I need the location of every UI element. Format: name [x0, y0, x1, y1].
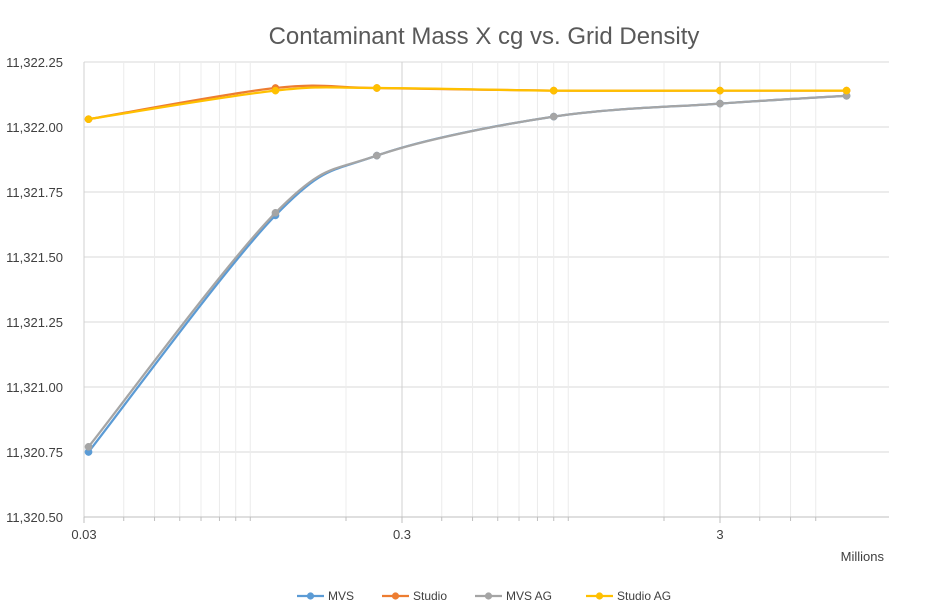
y-tick-label: 11,321.75 — [6, 185, 63, 200]
legend-entry: Studio AG — [586, 589, 671, 603]
data-point — [372, 84, 381, 92]
series-line — [87, 94, 848, 454]
chart-title: Contaminant Mass X cg vs. Grid Density — [269, 23, 700, 50]
legend-label: Studio AG — [617, 589, 671, 603]
series-lines — [84, 84, 851, 456]
legend-entry: MVS — [297, 589, 354, 603]
legend-swatch-marker — [391, 592, 400, 600]
y-tick-label: 11,321.50 — [6, 250, 63, 265]
legend-entry: MVS AG — [475, 589, 552, 603]
x-tick-label: 0.3 — [393, 527, 411, 542]
data-point — [842, 86, 851, 95]
data-point — [271, 208, 280, 217]
series-studio-ag — [84, 84, 851, 124]
legend-entry: Studio — [382, 589, 447, 603]
series-line — [87, 94, 848, 448]
y-tick-label: 11,322.25 — [6, 55, 63, 70]
data-point — [549, 112, 558, 121]
legend-label: MVS AG — [506, 589, 552, 603]
legend-label: MVS — [328, 589, 354, 603]
legend-swatch-marker — [306, 592, 315, 600]
y-tick-label: 11,321.00 — [6, 380, 63, 395]
data-point — [372, 151, 381, 160]
y-tick-label: 11,322.00 — [6, 120, 63, 135]
y-tick-label: 11,320.75 — [6, 445, 63, 460]
x-tick-label: 0.03 — [71, 527, 96, 542]
y-tick-label: 11,321.25 — [6, 315, 63, 330]
data-point — [549, 86, 558, 95]
x-axis-unit-label: Millions — [841, 549, 885, 564]
y-tick-label: 11,320.50 — [6, 510, 63, 525]
legend: MVS Studio MVS AG Studio AG — [297, 589, 671, 603]
series-mvs-ag — [84, 91, 851, 451]
series-mvs — [84, 91, 851, 456]
series-line — [87, 86, 848, 121]
data-point — [84, 115, 93, 124]
axes: 11,320.50 11,320.75 11,321.00 11,321.25 11,3… — [6, 55, 889, 542]
data-point — [716, 86, 724, 95]
gridlines — [83, 61, 889, 518]
legend-label: Studio — [413, 589, 447, 603]
legend-swatch-marker — [595, 592, 604, 600]
legend-swatch-marker — [484, 592, 493, 600]
data-point — [716, 99, 724, 108]
data-point — [271, 86, 280, 95]
data-point — [84, 442, 93, 451]
x-tick-label: 3 — [716, 527, 723, 542]
